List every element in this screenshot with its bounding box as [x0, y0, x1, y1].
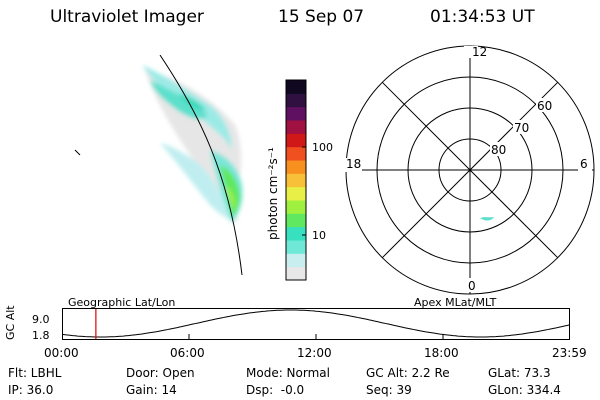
timeline-ytick-low: 1.8 — [32, 329, 50, 342]
polar-lat-60: 60 — [537, 99, 552, 113]
colorbar-segment — [286, 160, 306, 174]
timeline-xtick-1200: 12:00 — [297, 346, 332, 360]
colorbar-frame — [285, 79, 307, 281]
info-gc-alt: GC Alt: 2.2 Re — [366, 366, 450, 380]
colorbar-segment — [286, 93, 306, 108]
info-door: Door: Open — [126, 366, 195, 380]
info-seq: Seq: 39 — [366, 383, 412, 397]
timeline-xtick-2359: 23:59 — [552, 346, 587, 360]
timeline-left-label: Geographic Lat/Lon — [68, 296, 176, 309]
info-dsp: Dsp: -0.0 — [246, 383, 305, 397]
timeline-orbit-curve — [62, 309, 570, 338]
colorbar-label-10: 10 — [312, 229, 326, 242]
timeline-xtick-1800: 18:00 — [424, 346, 459, 360]
colorbar-segment — [286, 186, 306, 201]
polar-label-12: 12 — [472, 45, 487, 59]
timeline-xtick-0000: 00:00 — [44, 346, 79, 360]
colorbar-segment — [286, 226, 306, 241]
colorbar-segment — [286, 173, 306, 188]
colorbar-segment — [286, 120, 306, 134]
polar-aurora-blob — [480, 217, 494, 221]
polar-label-18: 18 — [346, 157, 361, 171]
colorbar-segment — [286, 240, 306, 254]
polar-label-6: 6 — [580, 157, 588, 171]
colorbar-gradient — [286, 80, 306, 281]
timeline-ylabel: GC Alt — [4, 305, 17, 340]
info-filter: Flt: LBHL — [8, 366, 62, 380]
info-ip: IP: 36.0 — [8, 383, 54, 397]
colorbar-segment — [286, 106, 306, 121]
app-title: Ultraviolet Imager — [50, 7, 204, 27]
colorbar-label-100: 100 — [312, 141, 333, 154]
info-glat: GLat: 73.3 — [488, 366, 551, 380]
polar-plot: 12 18 6 0 60 70 80 — [344, 45, 595, 295]
polar-label-0: 0 — [468, 279, 476, 293]
colorbar-segment — [286, 133, 306, 148]
colorbar-unit-label: photon cm⁻²s⁻¹ — [266, 147, 280, 240]
colorbar: 100 10 photon cm⁻²s⁻¹ — [266, 79, 333, 281]
polar-lat-70: 70 — [514, 121, 529, 135]
colorbar-segment — [286, 213, 306, 228]
colorbar-segment — [286, 266, 306, 281]
timeline-plot — [62, 308, 570, 340]
timeline-ytick-high: 9.0 — [32, 313, 50, 326]
date-label: 15 Sep 07 — [278, 7, 365, 27]
aurora-image — [74, 55, 243, 276]
colorbar-segment — [286, 200, 306, 214]
info-glon: GLon: 334.4 — [488, 383, 561, 397]
colorbar-segment — [286, 146, 306, 161]
time-label: 01:34:53 UT — [430, 7, 535, 27]
colorbar-segment — [286, 80, 306, 94]
colorbar-segment — [286, 253, 306, 268]
timeline-xtick-0600: 06:00 — [170, 346, 205, 360]
info-gain: Gain: 14 — [126, 383, 177, 397]
polar-lat-80: 80 — [491, 143, 506, 157]
timeline-right-label: Apex MLat/MLT — [414, 296, 497, 309]
info-mode: Mode: Normal — [246, 366, 330, 380]
